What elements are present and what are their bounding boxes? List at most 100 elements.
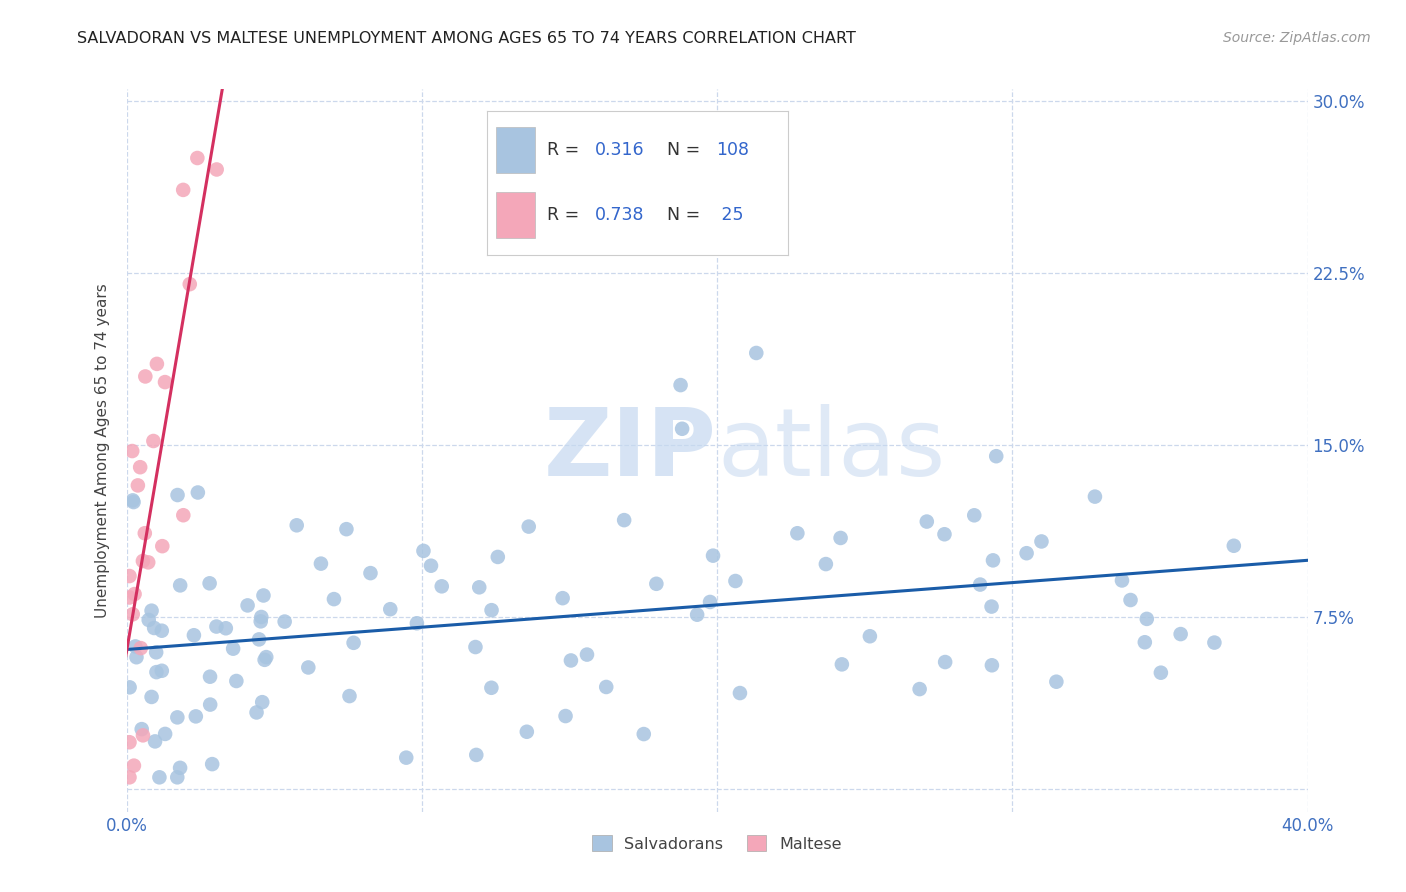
Point [633,727,655,741]
Point [172,508,194,523]
Point [554,709,576,723]
Point [745,346,768,360]
Point [169,578,191,592]
Point [980,658,1002,673]
Point [686,607,709,622]
Point [486,549,509,564]
Point [1223,539,1246,553]
Point [252,695,274,709]
Point [148,770,170,784]
Point [335,522,357,536]
Point [412,544,434,558]
Point [118,591,141,605]
Point [184,709,207,723]
Point [250,610,273,624]
Point [143,621,166,635]
Point [669,378,692,392]
Point [963,508,986,523]
Point [464,640,486,654]
Point [934,655,956,669]
Point [339,689,361,703]
Point [980,599,1002,614]
Y-axis label: Unemployment Among Ages 65 to 74 years: Unemployment Among Ages 65 to 74 years [94,283,110,618]
Point [124,640,146,654]
Point [724,574,747,588]
Point [908,682,931,697]
Point [1150,665,1173,680]
Point [201,757,224,772]
Point [254,650,277,665]
Text: SALVADORAN VS MALTESE UNEMPLOYMENT AMONG AGES 65 TO 74 YEARS CORRELATION CHART: SALVADORAN VS MALTESE UNEMPLOYMENT AMONG… [77,31,856,46]
Point [122,758,145,772]
Point [934,527,956,541]
Point [479,681,502,695]
Point [859,629,882,643]
Point [124,587,146,601]
Point [183,628,205,642]
Point [969,577,991,591]
Point [166,770,188,784]
Point [671,422,693,436]
Point [125,650,148,665]
Point [225,673,247,688]
Point [118,569,141,583]
Point [1136,612,1159,626]
Point [150,664,173,678]
Point [118,681,141,695]
Point [179,277,201,292]
Point [1170,627,1192,641]
Point [131,722,153,736]
Point [198,576,221,591]
Point [468,580,491,594]
Point [1204,635,1226,649]
Point [132,728,155,742]
Text: atlas: atlas [717,404,945,497]
Point [728,686,751,700]
Point [138,613,160,627]
Point [1084,490,1107,504]
Point [134,369,156,384]
Legend: Salvadorans, Maltese: Salvadorans, Maltese [586,829,848,858]
Point [915,515,938,529]
Point [166,710,188,724]
Point [517,519,540,533]
Point [323,592,346,607]
Point [1111,574,1133,588]
Point [1119,593,1142,607]
Point [132,554,155,568]
Text: ZIP: ZIP [544,404,717,497]
Point [786,526,808,541]
Point [481,603,503,617]
Point [141,690,163,704]
Text: Source: ZipAtlas.com: Source: ZipAtlas.com [1223,31,1371,45]
Point [198,670,221,684]
Point [143,734,166,748]
Point [1031,534,1053,549]
Point [516,724,538,739]
Point [830,531,852,545]
Point [222,641,245,656]
Point [986,449,1008,463]
Point [645,576,668,591]
Point [166,488,188,502]
Point [145,645,167,659]
Point [129,641,152,656]
Point [465,747,488,762]
Point [215,621,238,635]
Point [699,595,721,609]
Point [702,549,724,563]
Point [981,553,1004,567]
Point [613,513,636,527]
Point [359,566,381,581]
Point [141,604,163,618]
Point [122,495,145,509]
Point [252,589,274,603]
Point [342,636,364,650]
Point [129,460,152,475]
Point [187,485,209,500]
Point [136,555,159,569]
Point [285,518,308,533]
Point [1045,674,1067,689]
Point [245,706,267,720]
Point [118,735,141,749]
